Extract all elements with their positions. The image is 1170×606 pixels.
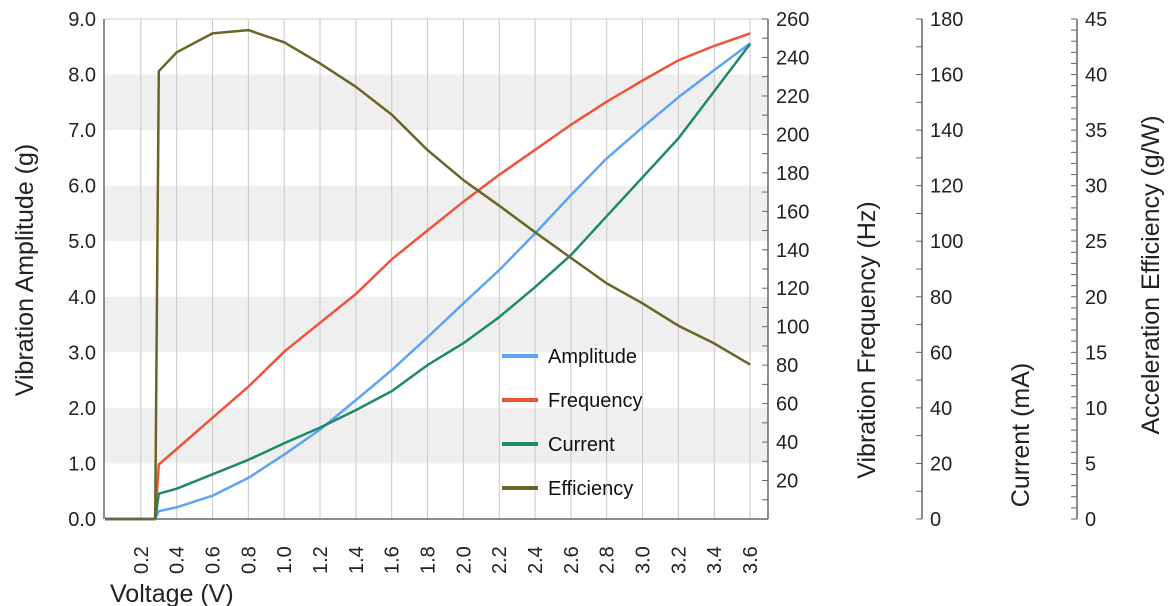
legend-label: Frequency <box>548 390 643 412</box>
freq-tick-label: 100 <box>776 317 809 339</box>
x-tick-label: 0.8 <box>238 546 260 574</box>
series-line-efficiency <box>105 28 751 521</box>
x-tick-label: 2.6 <box>561 546 583 574</box>
freq-tick-label: 220 <box>776 86 809 108</box>
series-lines <box>105 28 752 521</box>
x-tick-label: 2.0 <box>453 546 475 574</box>
vertical-gridlines <box>105 18 768 519</box>
eff-tick-label: 20 <box>1085 287 1107 309</box>
eff-tick-label: 10 <box>1085 398 1107 420</box>
x-tick-label: 1.2 <box>310 546 332 574</box>
x-tick-label: 2.4 <box>525 546 547 574</box>
cur-tick-label: 80 <box>930 287 952 309</box>
series-line-frequency <box>105 32 751 521</box>
freq-tick-label: 80 <box>776 355 798 377</box>
eff-axis-title: Acceleration Efficiency (g/W) <box>1137 115 1165 434</box>
cur-tick-label: 20 <box>930 453 952 475</box>
x-tick-label: 2.8 <box>597 546 619 574</box>
eff-tick-label: 40 <box>1085 65 1107 87</box>
x-tick-label: 2.2 <box>489 546 511 574</box>
freq-tick-label: 240 <box>776 47 809 69</box>
amp-tick-label: 4.0 <box>68 287 96 309</box>
cur-tick-label: 40 <box>930 398 952 420</box>
amp-tick-label: 1.0 <box>68 453 96 475</box>
freq-tick-label: 260 <box>776 9 809 31</box>
freq-tick-label: 40 <box>776 432 798 454</box>
x-tick-label: 3.6 <box>740 546 762 574</box>
eff-tick-label: 30 <box>1085 176 1107 198</box>
eff-tick-label: 15 <box>1085 342 1107 364</box>
x-tick-label: 1.4 <box>346 546 368 574</box>
x-tick-label: 3.0 <box>633 546 655 574</box>
freq-tick-label: 60 <box>776 394 798 416</box>
x-tick-label: 1.8 <box>418 546 440 574</box>
cur-tick-label: 100 <box>930 231 963 253</box>
x-tick-label: 0.6 <box>203 546 225 574</box>
amp-tick-label: 3.0 <box>68 342 96 364</box>
amp-tick-label: 6.0 <box>68 176 96 198</box>
amp-tick-label: 2.0 <box>68 398 96 420</box>
axes: 0.2 0.4 0.6 0.8 1.0 1.2 1.4 1.6 1.8 2.0 2.2 2.4 2.6 2… <box>11 9 1165 574</box>
amp-tick-label: 5.0 <box>68 231 96 253</box>
x-tick-label: 1.6 <box>382 546 404 574</box>
cur-tick-label: 140 <box>930 120 963 142</box>
grid-band <box>105 407 768 464</box>
x-axis-title: Voltage (V) <box>110 580 234 606</box>
freq-tick-label: 140 <box>776 240 809 262</box>
cur-tick-label: 60 <box>930 342 952 364</box>
amp-tick-label: 0.0 <box>68 509 96 531</box>
series-line-current <box>105 43 752 521</box>
freq-tick-label: 180 <box>776 163 809 185</box>
cur-tick-label: 160 <box>930 65 963 87</box>
amp-axis-title: Vibration Amplitude (g) <box>11 144 39 396</box>
eff-tick-label: 45 <box>1085 9 1107 31</box>
grid-bands <box>105 74 768 464</box>
x-tick-label: 3.4 <box>704 546 726 574</box>
grid-band <box>105 296 768 353</box>
cur-axis-title: Current (mA) <box>1007 363 1035 507</box>
freq-tick-label: 200 <box>776 124 809 146</box>
eff-tick-label: 5 <box>1085 453 1096 475</box>
legend-label: Efficiency <box>548 478 633 500</box>
grid-band <box>105 74 768 131</box>
cur-tick-label: 0 <box>930 509 941 531</box>
amp-tick-label: 7.0 <box>68 120 96 142</box>
x-tick-label: 3.2 <box>668 546 690 574</box>
x-tick-label: 0.4 <box>167 546 189 574</box>
eff-tick-label: 35 <box>1085 120 1107 142</box>
eff-tick-label: 0 <box>1085 509 1096 531</box>
grid-band <box>105 185 768 242</box>
x-tick-label: 0.2 <box>131 546 153 574</box>
cur-tick-label: 180 <box>930 9 963 31</box>
legend-label: Amplitude <box>548 346 637 368</box>
amp-tick-label: 9.0 <box>68 9 96 31</box>
amp-tick-label: 8.0 <box>68 65 96 87</box>
legend: Amplitude Frequency Current Efficiency <box>502 346 643 500</box>
freq-axis-title: Vibration Frequency (Hz) <box>853 201 881 478</box>
series-line-amplitude <box>105 42 751 521</box>
freq-tick-label: 160 <box>776 201 809 223</box>
cur-tick-label: 120 <box>930 176 963 198</box>
eff-tick-label: 25 <box>1085 231 1107 253</box>
freq-tick-label: 20 <box>776 471 798 493</box>
legend-label: Current <box>548 434 615 456</box>
x-tick-label: 1.0 <box>274 546 296 574</box>
freq-tick-label: 120 <box>776 278 809 300</box>
